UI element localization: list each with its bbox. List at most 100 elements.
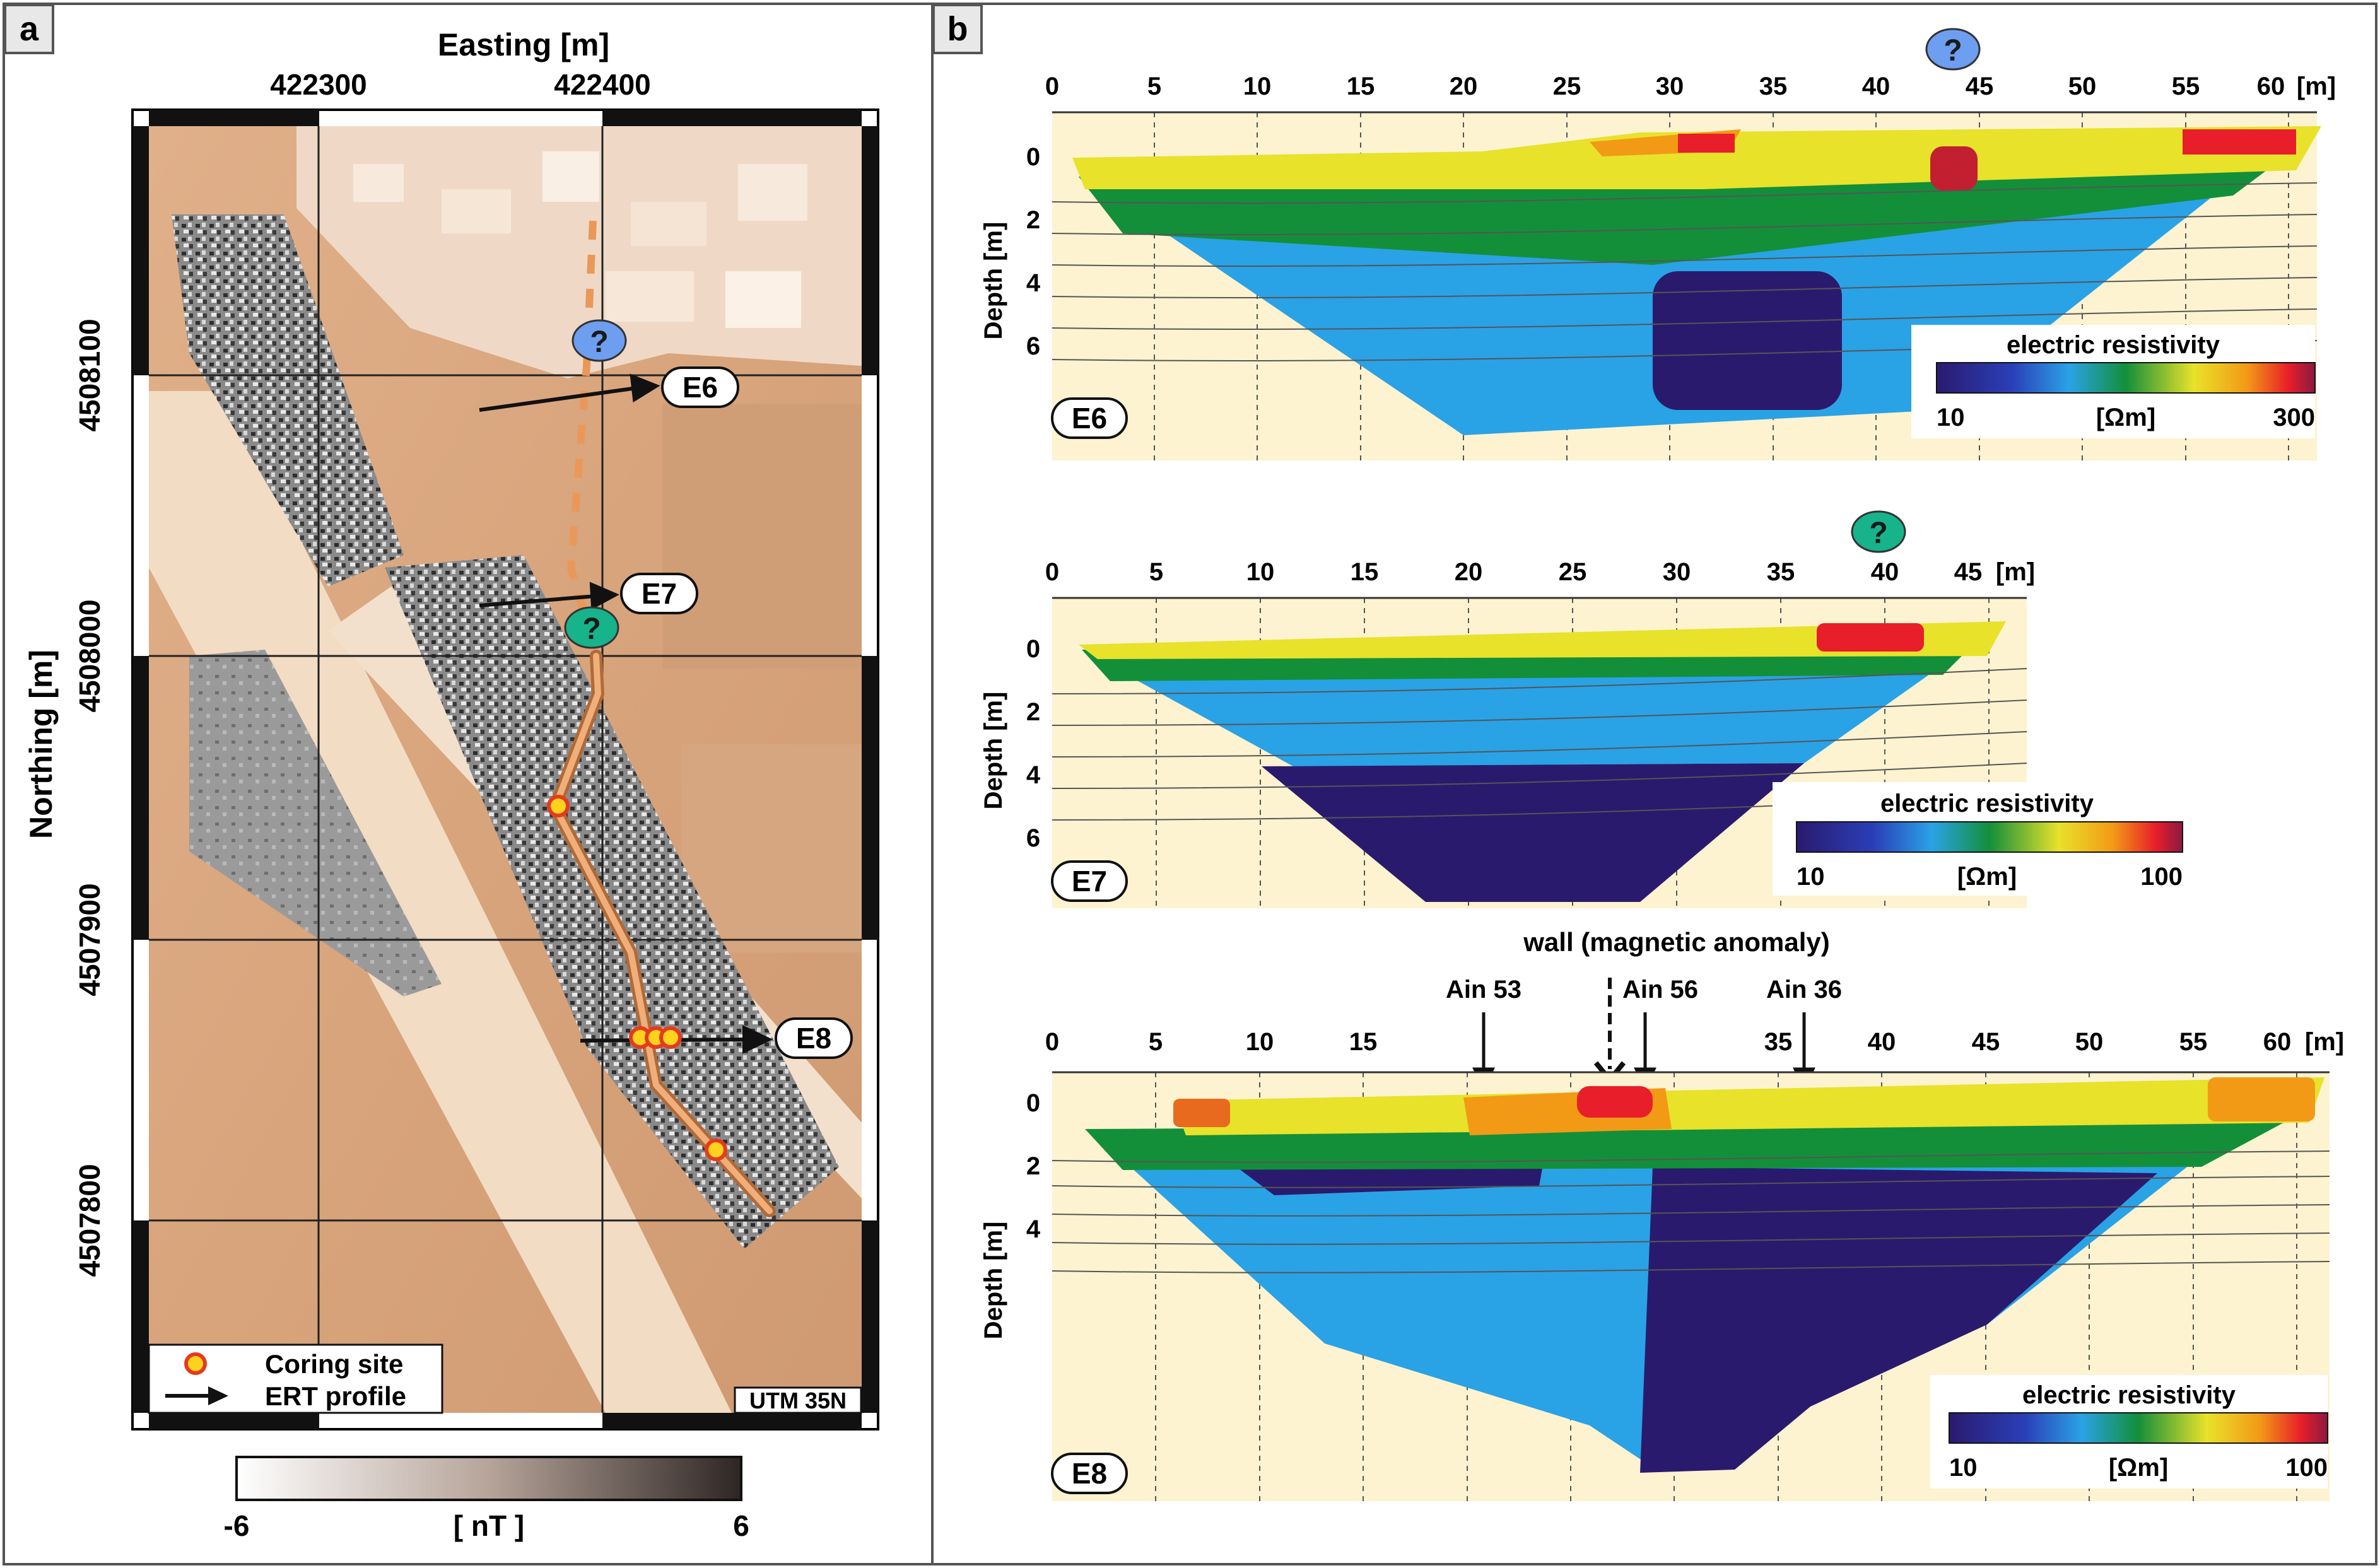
e6-id-label: E6: [1051, 397, 1128, 439]
core-label: Ain 53 Ain 56 Ain 36: [1446, 976, 1842, 1003]
svg-text:10: 10: [1246, 1028, 1274, 1056]
e8-layer-surface: [1173, 1077, 2324, 1135]
svg-text:Depth [m]: Depth [m]: [980, 1222, 1007, 1340]
svg-text:2: 2: [1026, 206, 1040, 234]
svg-text:45: 45: [1966, 73, 1994, 100]
svg-text:10: 10: [1797, 863, 1825, 891]
e7-question-marker: ?: [1851, 510, 1906, 553]
svg-text:Ain 56: Ain 56: [1622, 976, 1698, 1003]
svg-text:45: 45: [1972, 1028, 2000, 1056]
northing-tick-label: 4508100: [73, 319, 106, 431]
svg-text:40: 40: [1868, 1028, 1896, 1056]
svg-text:4: 4: [1026, 1215, 1041, 1243]
svg-text:5: 5: [1147, 73, 1161, 100]
svg-text:E6: E6: [1072, 402, 1107, 435]
svg-text:15: 15: [1351, 558, 1379, 586]
wall-anomaly-arrow: [1593, 978, 1626, 1084]
svg-text:electric resistivity: electric resistivity: [1880, 790, 2094, 817]
svg-text:E7: E7: [642, 577, 677, 610]
svg-text:60: 60: [2263, 1028, 2292, 1056]
svg-text:Depth [m]: Depth [m]: [980, 222, 1007, 340]
svg-text:?: ?: [590, 325, 608, 359]
svg-text:?: ?: [1943, 34, 1962, 67]
svg-text:0: 0: [1026, 1089, 1040, 1117]
svg-text:50: 50: [2075, 1028, 2104, 1056]
svg-text:Ain 36: Ain 36: [1766, 976, 1842, 1003]
e8-id-label: E8: [1051, 1453, 1128, 1494]
svg-text:35: 35: [1767, 558, 1795, 586]
svg-text:10: 10: [1243, 73, 1272, 100]
svg-text:30: 30: [1656, 73, 1684, 100]
e8-y-axis: Depth [m] 0 2 4: [980, 1089, 1041, 1339]
svg-text:25: 25: [1559, 558, 1587, 586]
map-legend: Coring site ERT profile: [148, 1343, 443, 1414]
svg-text:4: 4: [1026, 269, 1041, 297]
profile-label-e8: E8: [775, 1017, 853, 1059]
svg-text:40: 40: [1871, 558, 1899, 586]
svg-text:60: 60: [2257, 73, 2285, 100]
svg-text:UTM 35N: UTM 35N: [749, 1388, 847, 1413]
northing-tick-label: 4507900: [73, 883, 106, 996]
svg-text:0: 0: [1045, 558, 1059, 586]
svg-text:25: 25: [1553, 73, 1581, 100]
svg-text:20: 20: [1450, 73, 1478, 100]
e7-layer-deep: [1262, 763, 1804, 902]
legend-ert-label: ERT profile: [265, 1381, 406, 1411]
question-marker-green: ?: [564, 606, 619, 649]
svg-text:35: 35: [1759, 73, 1788, 100]
e7-y-axis: Depth [m] 0 2 4 6: [980, 635, 1041, 852]
svg-text:a: a: [20, 10, 39, 48]
svg-text:40: 40: [1862, 73, 1891, 100]
svg-text:5: 5: [1149, 1028, 1163, 1056]
e7-layer-surface: [1079, 621, 2006, 659]
svg-text:[Ωm]: [Ωm]: [2096, 404, 2155, 431]
svg-text:100: 100: [2140, 863, 2183, 891]
magnetic-colorbar: -6 [ nT ] 6: [224, 1456, 749, 1542]
e7-layer-blue: [1104, 656, 1955, 766]
e6-layer-surface: [1072, 126, 2321, 189]
e6-y-axis: Depth [m] 0 2 4 6: [980, 143, 1041, 360]
e8-layer-green: [1085, 1123, 2283, 1170]
northing-tick-label: 4507800: [73, 1164, 106, 1277]
svg-text:electric resistivity: electric resistivity: [2007, 331, 2220, 359]
svg-text:5: 5: [1149, 558, 1163, 586]
svg-text:0: 0: [1026, 635, 1040, 663]
svg-text:E8: E8: [796, 1022, 831, 1055]
e8-resistivity-legend: electric resistivity 10 [Ωm] 100: [1930, 1375, 2328, 1489]
svg-text:[Ωm]: [Ωm]: [1957, 863, 2017, 891]
svg-text:[ nT ]: [ nT ]: [454, 1509, 524, 1542]
svg-text:E6: E6: [683, 371, 718, 404]
svg-text:10: 10: [1246, 558, 1275, 586]
northing-tick-label: 4508000: [73, 599, 106, 712]
coring-site-marker: [547, 795, 727, 1161]
svg-text:55: 55: [2179, 1028, 2208, 1056]
svg-text:E8: E8: [1072, 1457, 1107, 1490]
legend-coring-label: Coring site: [265, 1349, 403, 1379]
svg-text:[m]: [m]: [1996, 558, 2035, 586]
profile-label-e7: E7: [620, 573, 698, 614]
e7-x-axis: 0 5 10 15 20 25 30 35 40 45 [m]: [1045, 558, 2035, 586]
easting-tick-label: 422400: [554, 68, 651, 101]
svg-text:55: 55: [2172, 73, 2200, 100]
e8-x-axis: 0 5 10 15 35 40 45 50 55 60 [m]: [1045, 1028, 2344, 1056]
svg-text:Ain 53: Ain 53: [1446, 976, 1521, 1003]
svg-text:6: 6: [1026, 824, 1040, 852]
svg-text:[Ωm]: [Ωm]: [2109, 1454, 2168, 1482]
svg-text:?: ?: [1869, 517, 1887, 550]
e6-question-marker: ?: [1925, 28, 1981, 71]
svg-text:50: 50: [2068, 73, 2097, 100]
svg-text:30: 30: [1663, 558, 1691, 586]
svg-text:0: 0: [1045, 73, 1059, 100]
satellite-map: ? ? E6 E7 E8: [149, 126, 862, 1413]
svg-text:2: 2: [1026, 698, 1040, 726]
svg-text:[m]: [m]: [2305, 1028, 2344, 1056]
svg-text:20: 20: [1455, 558, 1483, 586]
svg-text:10: 10: [1937, 404, 1965, 431]
svg-text:0: 0: [1026, 143, 1040, 171]
svg-text:35: 35: [1764, 1028, 1793, 1056]
profile-label-e6: E6: [661, 366, 739, 408]
svg-text:6: 6: [1026, 332, 1040, 360]
svg-text:15: 15: [1349, 1028, 1378, 1056]
svg-text:10: 10: [1949, 1454, 1978, 1482]
